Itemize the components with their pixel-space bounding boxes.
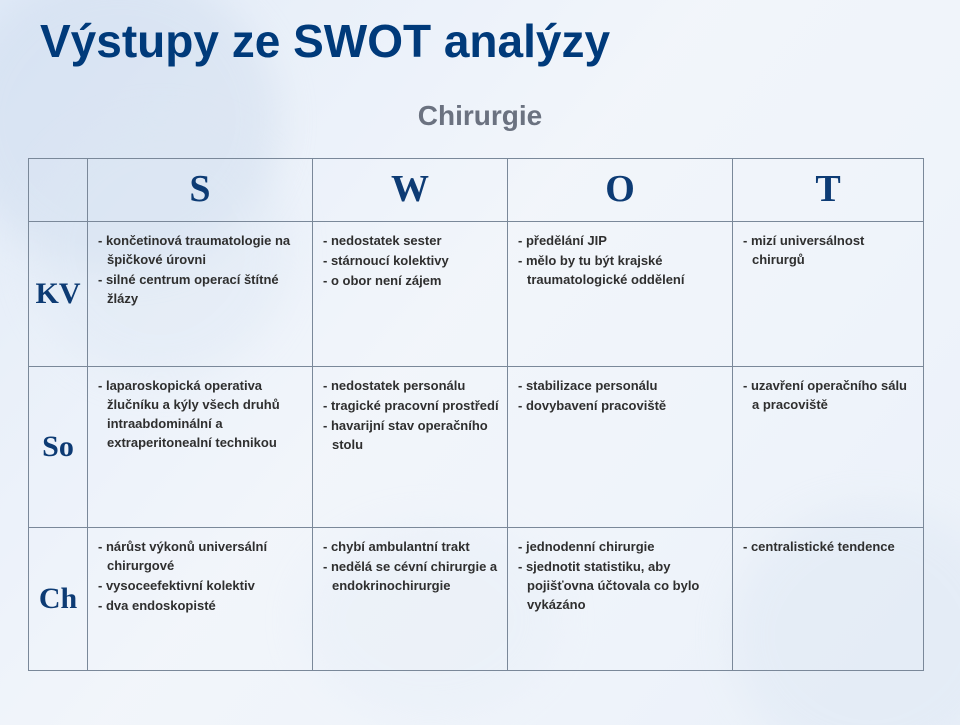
swot-col-t: T xyxy=(733,159,924,222)
swot-row-so: So laparoskopická operativa žlučníku a k… xyxy=(29,367,924,528)
swot-cell-item: nárůst výkonů universální chirurgové xyxy=(98,538,304,576)
slide-subtitle: Chirurgie xyxy=(0,100,960,132)
swot-cell-item: silné centrum operací štítné žlázy xyxy=(98,271,304,309)
swot-cell-item: havarijní stav operačního stolu xyxy=(323,417,499,455)
swot-row-ch: Ch nárůst výkonů universální chirurgovév… xyxy=(29,528,924,671)
swot-cell-item: centralistické tendence xyxy=(743,538,915,557)
swot-cell-item: nedostatek personálu xyxy=(323,377,499,396)
swot-corner xyxy=(29,159,88,222)
swot-cell-item: dovybavení pracoviště xyxy=(518,397,724,416)
cell-ch-s: nárůst výkonů universální chirurgovévyso… xyxy=(88,528,313,671)
swot-cell-item: sjednotit statistiku, aby pojišťovna účt… xyxy=(518,558,724,615)
swot-cell-item: chybí ambulantní trakt xyxy=(323,538,499,557)
swot-cell-item: laparoskopická operativa žlučníku a kýly… xyxy=(98,377,304,452)
cell-so-s: laparoskopická operativa žlučníku a kýly… xyxy=(88,367,313,528)
swot-cell-item: končetinová traumatologie na špičkové úr… xyxy=(98,232,304,270)
swot-cell-item: uzavření operačního sálu a pracoviště xyxy=(743,377,915,415)
cell-so-t: uzavření operačního sálu a pracoviště xyxy=(733,367,924,528)
cell-ch-o: jednodenní chirurgiesjednotit statistiku… xyxy=(508,528,733,671)
swot-cell-item: tragické pracovní prostředí xyxy=(323,397,499,416)
slide-title: Výstupy ze SWOT analýzy xyxy=(40,14,610,68)
swot-cell-item: stárnoucí kolektivy xyxy=(323,252,499,271)
swot-cell-item: stabilizace personálu xyxy=(518,377,724,396)
swot-cell-item: jednodenní chirurgie xyxy=(518,538,724,557)
row-label-ch: Ch xyxy=(29,528,88,671)
swot-cell-item: vysoceefektivní kolektiv xyxy=(98,577,304,596)
swot-col-o: O xyxy=(508,159,733,222)
cell-kv-w: nedostatek sesterstárnoucí kolektivyo ob… xyxy=(313,222,508,367)
slide: Výstupy ze SWOT analýzy Chirurgie S W O … xyxy=(0,0,960,725)
cell-kv-t: mizí universálnost chirurgů xyxy=(733,222,924,367)
swot-table: S W O T KV končetinová traumatologie na … xyxy=(28,158,924,671)
swot-cell-item: nedělá se cévní chirurgie a endokrinochi… xyxy=(323,558,499,596)
cell-so-w: nedostatek personálutragické pracovní pr… xyxy=(313,367,508,528)
swot-cell-item: dva endoskopisté xyxy=(98,597,304,616)
swot-cell-item: nedostatek sester xyxy=(323,232,499,251)
swot-cell-item: předělání JIP xyxy=(518,232,724,251)
swot-col-s: S xyxy=(88,159,313,222)
row-label-so: So xyxy=(29,367,88,528)
cell-kv-o: předělání JIPmělo by tu být krajské trau… xyxy=(508,222,733,367)
cell-ch-w: chybí ambulantní traktnedělá se cévní ch… xyxy=(313,528,508,671)
swot-cell-item: mělo by tu být krajské traumatologické o… xyxy=(518,252,724,290)
swot-col-w: W xyxy=(313,159,508,222)
cell-kv-s: končetinová traumatologie na špičkové úr… xyxy=(88,222,313,367)
cell-so-o: stabilizace personáludovybavení pracoviš… xyxy=(508,367,733,528)
swot-row-kv: KV končetinová traumatologie na špičkové… xyxy=(29,222,924,367)
row-label-kv: KV xyxy=(29,222,88,367)
swot-cell-item: mizí universálnost chirurgů xyxy=(743,232,915,270)
cell-ch-t: centralistické tendence xyxy=(733,528,924,671)
swot-cell-item: o obor není zájem xyxy=(323,272,499,291)
